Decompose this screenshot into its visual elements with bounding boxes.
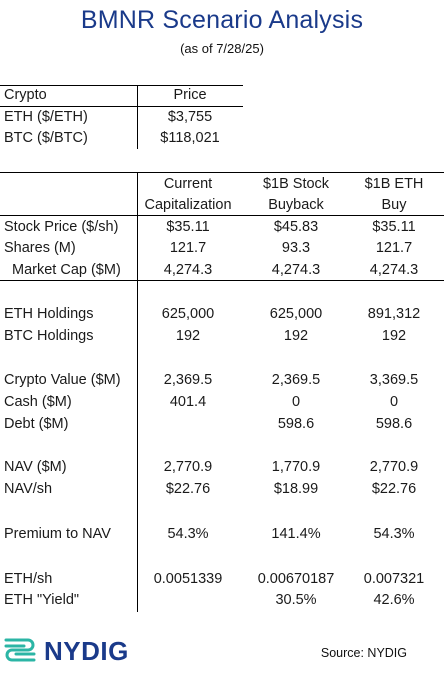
price-row-label: BTC ($/BTC): [4, 130, 88, 146]
table-cell: 2,770.9: [163, 459, 213, 475]
table-cell: 3,369.5: [369, 372, 419, 388]
table-cell: 0.007321: [363, 571, 425, 587]
table-cell: 93.3: [281, 240, 311, 256]
table-cell: $45.83: [273, 219, 319, 235]
brand-name: NYDIG: [44, 636, 129, 666]
row-label-market-cap: Market Cap ($M): [12, 262, 121, 278]
price-header-crypto: Crypto: [4, 87, 47, 103]
table-cell: 625,000: [161, 306, 215, 322]
table-cell: 121.7: [169, 240, 207, 256]
table-cell: 42.6%: [373, 592, 415, 608]
table-cell: $18.99: [273, 481, 319, 497]
row-label-stock-price: Stock Price ($/sh): [4, 219, 119, 235]
table-cell: 192: [175, 328, 201, 344]
column-header-eth-buy: $1B ETH Buy: [343, 174, 444, 216]
row-label-nav: NAV ($M): [4, 459, 67, 475]
row-label-crypto-value: Crypto Value ($M): [4, 372, 121, 388]
row-label-premium: Premium to NAV: [4, 526, 111, 542]
row-label-cash: Cash ($M): [4, 394, 72, 410]
row-label-debt: Debt ($M): [4, 416, 69, 432]
price-row-eth: ETH ($/ETH) $3,755: [0, 107, 243, 128]
table-cell: 598.6: [375, 416, 413, 432]
column-header-buyback: $1B Stock Buyback: [245, 174, 347, 216]
table-cell: 141.4%: [271, 526, 321, 542]
table-cell: 192: [283, 328, 309, 344]
source-note: Source: NYDIG: [320, 646, 407, 660]
row-label-eth-holdings: ETH Holdings: [4, 306, 94, 322]
page-title: BMNR Scenario Analysis: [80, 6, 364, 34]
table-cell: 0: [389, 394, 399, 410]
table-cell: 401.4: [169, 394, 207, 410]
price-table: Crypto Price ETH ($/ETH) $3,755 BTC ($/B…: [0, 85, 243, 149]
table-cell: 598.6: [277, 416, 315, 432]
column-header-line: Capitalization: [144, 197, 232, 213]
table-cell: 4,274.3: [369, 262, 419, 278]
price-row-value: $118,021: [160, 130, 220, 146]
price-row-label: ETH ($/ETH): [4, 109, 88, 125]
table-cell: $35.11: [166, 219, 210, 235]
price-row-value: $3,755: [167, 109, 213, 125]
table-cell: $35.11: [372, 219, 416, 235]
price-table-divider: [137, 85, 138, 149]
column-header-line: $1B ETH: [364, 176, 424, 192]
price-row-btc: BTC ($/BTC) $118,021: [0, 128, 243, 149]
nydig-logo-icon: [4, 638, 36, 662]
row-label-btc-holdings: BTC Holdings: [4, 328, 94, 344]
table-cell: $22.76: [371, 481, 417, 497]
table-cell: 2,770.9: [369, 459, 419, 475]
scenario-table-header-border: [0, 215, 444, 216]
column-header-line: Current: [163, 176, 213, 192]
column-header-line: Buyback: [268, 197, 324, 213]
table-cell: $22.76: [165, 481, 211, 497]
column-header-line: $1B Stock: [262, 176, 330, 192]
table-cell: 2,369.5: [163, 372, 213, 388]
scenario-table-divider: [137, 172, 138, 612]
table-cell: 121.7: [375, 240, 413, 256]
price-table-header: Crypto Price: [0, 85, 243, 107]
table-cell: 1,770.9: [271, 459, 321, 475]
row-label-eth-yield: ETH "Yield": [4, 592, 80, 608]
scenario-table-top-border: [0, 172, 444, 173]
table-cell: 30.5%: [275, 592, 317, 608]
table-cell: 4,274.3: [271, 262, 321, 278]
table-cell: 192: [381, 328, 407, 344]
table-cell: 54.3%: [167, 526, 209, 542]
page-subtitle: (as of 7/28/25): [180, 41, 264, 56]
price-table-top-border: [0, 85, 243, 86]
table-cell: 0.00670187: [257, 571, 335, 587]
table-cell: 54.3%: [373, 526, 415, 542]
table-cell: 2,369.5: [271, 372, 321, 388]
table-cell: 0.0051339: [153, 571, 223, 587]
price-header-price: Price: [173, 87, 207, 103]
table-cell: 0: [291, 394, 301, 410]
row-label-eth-per-share: ETH/sh: [4, 571, 53, 587]
column-header-line: Buy: [381, 197, 407, 213]
table-cell: 625,000: [269, 306, 323, 322]
table-cell: 4,274.3: [163, 262, 213, 278]
market-cap-underline: [0, 280, 444, 281]
column-header-current: Current Capitalization: [137, 174, 239, 216]
row-label-shares: Shares (M): [4, 240, 76, 256]
row-label-nav-per-share: NAV/sh: [4, 481, 53, 497]
table-cell: 891,312: [367, 306, 421, 322]
